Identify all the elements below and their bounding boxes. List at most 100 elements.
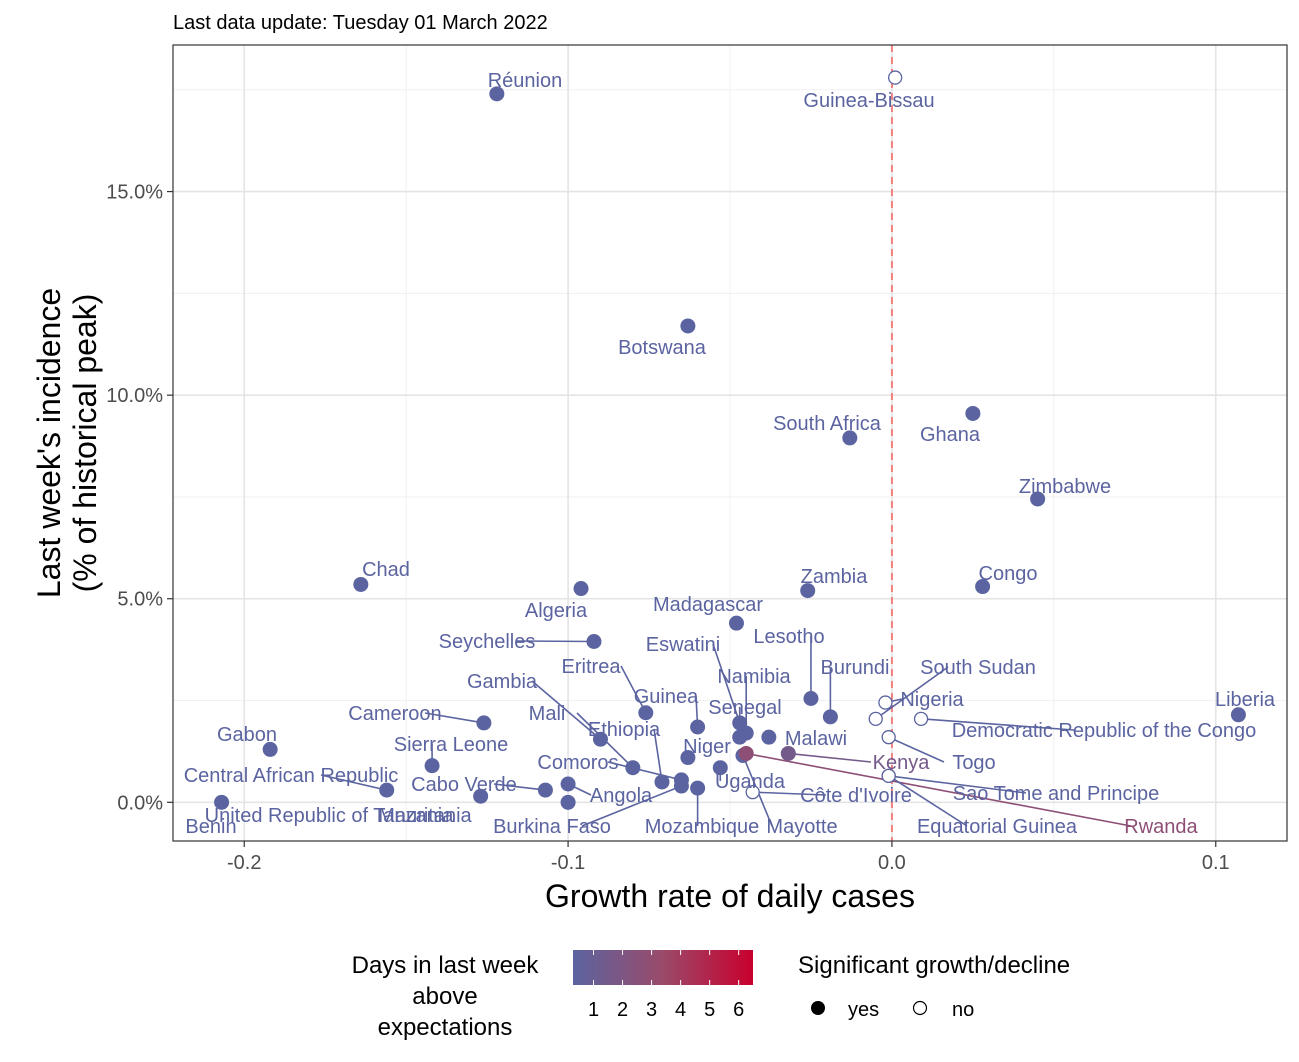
point-significant: [353, 576, 369, 592]
legend-no-marker: [912, 1000, 928, 1016]
point-significant: [560, 776, 576, 792]
point-label: Eritrea: [562, 656, 622, 678]
leader-line: [653, 728, 663, 783]
point-label: Kenya: [873, 752, 931, 774]
legend-tick-label: 4: [675, 999, 686, 1021]
leader-line: [531, 680, 601, 740]
point-significant: [592, 731, 608, 747]
legend-tick-label: 6: [733, 999, 744, 1021]
point-label: Côte d'Ivoire: [800, 785, 912, 807]
point-significant: [738, 745, 754, 761]
legend-tick-label: 3: [646, 999, 657, 1021]
point-label: Nigeria: [900, 689, 964, 711]
leader-line: [888, 736, 945, 763]
leader-line: [888, 775, 968, 827]
point-label: Eswatini: [646, 634, 720, 656]
point-significant: [673, 778, 689, 794]
leader-line: [752, 791, 827, 796]
point-label: Namibia: [717, 666, 791, 688]
point-significant: [489, 86, 505, 102]
point-significant: [537, 782, 553, 798]
point-significant: [690, 780, 706, 796]
point-significant: [424, 758, 440, 774]
x-axis-title: Growth rate of daily cases: [545, 878, 915, 914]
point-significant: [965, 405, 981, 421]
point-significant: [214, 794, 230, 810]
point-label: Algeria: [525, 600, 588, 622]
leader-line: [424, 712, 485, 724]
point-significant: [680, 318, 696, 334]
point-significant: [262, 741, 278, 757]
legend-color-title-line-3: expectations: [378, 1014, 513, 1041]
point-label: Liberia: [1215, 689, 1276, 711]
legend-yes-label: yes: [848, 999, 879, 1021]
legend-no-label: no: [952, 999, 974, 1021]
point-label: Togo: [952, 752, 995, 774]
point-significant: [690, 719, 706, 735]
point-significant: [573, 581, 589, 597]
point-label: Gabon: [217, 724, 277, 746]
point-significant: [680, 750, 696, 766]
y-axis-title-line-1: Last week's incidence: [31, 288, 67, 598]
point-label: United Republic of Tanzania: [205, 805, 455, 827]
point-not-significant: [881, 730, 896, 745]
point-significant: [586, 633, 602, 649]
point-significant: [638, 705, 654, 721]
point-labels: Réunion Guinea-Bissau Botswana South Africa…: [184, 70, 1276, 838]
point-label: Benin: [185, 816, 236, 838]
point-label: Central African Republic: [184, 765, 399, 787]
chart-subtitle: Last data update: Tuesday 01 March 2022: [173, 12, 548, 34]
legend-shape-title: Significant growth/decline: [798, 952, 1070, 979]
point-label: Zambia: [801, 566, 869, 588]
x-tick-label: -0.2: [227, 852, 261, 874]
leader-line: [712, 643, 741, 724]
legend-color-title-line-1: Days in last week: [352, 952, 540, 979]
data-points: [214, 70, 1246, 810]
y-tick-label: 10.0%: [106, 385, 163, 407]
x-tick-label: 0.0: [878, 852, 906, 874]
point-significant: [803, 690, 819, 706]
leader-line: [921, 718, 1075, 731]
point-label: Zimbabwe: [1019, 476, 1111, 498]
point-significant: [473, 788, 489, 804]
point-label: Comoros: [537, 752, 618, 774]
point-label: Madagascar: [653, 594, 763, 616]
point-not-significant: [878, 695, 893, 710]
x-tick-label: -0.1: [551, 852, 585, 874]
point-label: Gambia: [467, 671, 538, 693]
point-label: Sierra Leone: [394, 734, 509, 756]
leader-line: [888, 775, 1027, 794]
leader-line: [875, 666, 949, 720]
y-axis-title-line-2: (% of historical peak): [67, 294, 103, 593]
leader-line: [493, 783, 546, 791]
point-label: Equatorial Guinea: [917, 816, 1078, 838]
point-label: Angola: [590, 785, 653, 807]
legend-tick-label: 1: [588, 999, 599, 1021]
x-tick-label: 0.1: [1202, 852, 1230, 874]
x-axis-ticks: -0.2 -0.1 0.0 0.1: [227, 841, 1230, 874]
legend-tick-label: 2: [617, 999, 628, 1021]
point-label: Guinea: [634, 686, 699, 708]
leader-line: [320, 774, 387, 791]
point-significant: [761, 729, 777, 745]
point-label: Congo: [979, 563, 1038, 585]
point-label: Niger: [683, 736, 731, 758]
point-label: Mozambique: [645, 816, 760, 838]
point-not-significant: [745, 784, 760, 800]
point-label: Burundi: [821, 657, 890, 679]
point-significant: [738, 725, 754, 741]
leader-line: [607, 761, 682, 781]
point-significant: [625, 760, 641, 776]
point-significant: [560, 794, 576, 810]
point-label: South Africa: [773, 413, 882, 435]
point-label: Seychelles: [439, 631, 536, 653]
legend-color-bar: [573, 950, 753, 985]
point-label: Rwanda: [1124, 816, 1198, 838]
y-axis-ticks: 0.0% 5.0% 10.0% 15.0%: [106, 182, 173, 814]
point-significant: [1230, 707, 1246, 723]
point-significant: [822, 709, 838, 725]
point-label: Cabo Verde: [411, 774, 517, 796]
